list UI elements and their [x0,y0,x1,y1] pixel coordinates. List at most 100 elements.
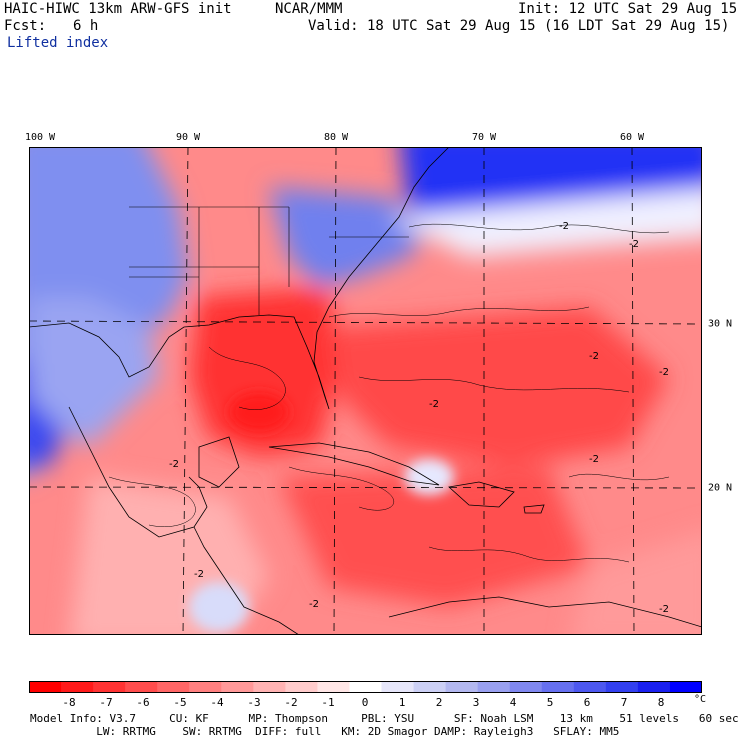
contour-label-3: -2 [659,367,669,378]
colorbar-swatch [669,681,702,693]
contour-label-2: -2 [589,351,599,362]
lon-label-60w: 60 W [619,132,645,143]
field-blue-bahamas-band [389,188,702,257]
map-frame [29,147,702,635]
colorbar-swatch [509,681,543,693]
contour-line-7 [568,473,670,481]
colorbar-tick-label: 7 [620,696,628,709]
model-title: HAIC-HIWC 13km ARW-GFS init [4,1,232,17]
init-time: Init: 12 UTC Sat 29 Aug 15 [518,1,738,17]
coastline-us-gulf [29,147,450,410]
colorbar-frame [29,681,702,693]
lifted-index-map: -2 -2 -2 -2 -2 -2 -2 -2 -2 -2 [29,147,702,635]
colorbar-swatch [413,681,447,693]
field-blue-northeast [401,147,702,227]
contour-line-2 [328,306,590,318]
colorbar-tick-label: 5 [546,696,554,709]
colorbar-swatch [157,681,190,693]
lon-label-70w: 70 W [471,132,497,143]
colorbar-tick-label: 0 [361,696,369,709]
colorbar-swatch [285,681,318,693]
field-pale-cuba [404,459,454,495]
coastline-central-america [193,526,300,635]
field-name: Lifted index [7,35,109,51]
lat-label-20n: 20 N [708,482,733,494]
fcst-label: Fcst: [4,18,47,34]
colorbar-tick-label: -2 [284,696,298,709]
colorbar-swatch [605,681,639,693]
colorbar-tick-label: -4 [210,696,224,709]
lon-label-80w: 80 W [323,132,349,143]
colorbar-swatch [477,681,511,693]
colorbar-swatch [221,681,254,693]
colorbar-tick-label: -6 [136,696,150,709]
colorbar-unit: °C [694,694,707,705]
colorbar-tick-label: 1 [398,696,406,709]
colorbar-swatch [29,681,62,693]
contour-line-4 [208,346,286,410]
org-label: NCAR/MMM [275,1,343,17]
contour-label-4: -2 [589,454,599,465]
colorbar-swatch [189,681,222,693]
field-red-atlantic [329,307,669,467]
colorbar-tick-label: 6 [583,696,591,709]
colorbar-swatch [61,681,94,693]
contour-line-8 [428,546,630,563]
grid-line-60w [631,147,635,635]
grid-line-90w [182,147,189,635]
lon-label-100w: 100 W [24,132,56,143]
colorbar-swatch [637,681,671,693]
field-lighter-southeast [572,532,702,635]
colorbar-swatch [253,681,286,693]
colorbar-tick-label: -7 [99,696,113,709]
coastline-hispaniola [448,481,515,508]
colorbar-swatch [573,681,607,693]
colorbar-swatch [93,681,126,693]
contour-line-3 [358,376,630,393]
fcst-value: 6 h [73,18,99,34]
colorbar-tick-label: -8 [62,696,76,709]
colorbar-tick-label: 8 [657,696,665,709]
lat-label-30n: 30 N [708,318,733,330]
coastline-cuba [268,442,440,486]
colorbar-tick-label: 4 [509,696,517,709]
footer-physics-info: LW: RRTMG SW: RRTMG DIFF: full KM: 2D Sm… [30,725,620,738]
grid-line-80w [333,147,337,635]
colorbar-swatch [317,681,350,693]
colorbar-swatch [125,681,158,693]
colorbar-swatch [349,681,383,693]
lon-label-90w: 90 W [175,132,201,143]
field-red-caribbean [279,467,589,607]
footer-model-info: Model Info: V3.7 CU: KF MP: Thompson PBL… [30,712,739,725]
contour-label-6: -2 [309,599,319,610]
field-pale-pacific-edge [189,582,249,632]
colorbar-tick-label: 2 [435,696,443,709]
contour-line-1 [408,223,670,234]
field-red-gulf [189,287,339,457]
valid-time: Valid: 18 UTC Sat 29 Aug 15 (16 LDT Sat … [308,18,730,34]
contour-label-8: -2 [194,569,204,580]
contour-line-6 [108,476,196,527]
contour-label-1: -2 [559,221,569,232]
colorbar-swatch [381,681,415,693]
colorbar-swatch [445,681,479,693]
colorbar-tick-label: -1 [321,696,335,709]
contour-label-5: -2 [169,459,179,470]
coastline-mexico [68,406,208,538]
contour-label-9: -2 [429,399,439,410]
colorbar [29,681,702,693]
grid-line-30n [29,320,702,325]
colorbar-tick-label: -3 [247,696,261,709]
state-borders [129,206,409,327]
coastline-yucatan [198,436,240,488]
coastline-puerto-rico [523,504,545,514]
contour-label-10: -2 [629,239,639,250]
field-max-core [229,392,289,432]
contour-label-7: -2 [659,604,669,615]
field-blue-texas [29,297,159,447]
contour-line-5 [288,466,394,511]
colorbar-tick-label: 3 [472,696,480,709]
colorbar-swatch [541,681,575,693]
coastline-south-america [388,596,702,628]
colorbar-tick-label: -5 [173,696,187,709]
